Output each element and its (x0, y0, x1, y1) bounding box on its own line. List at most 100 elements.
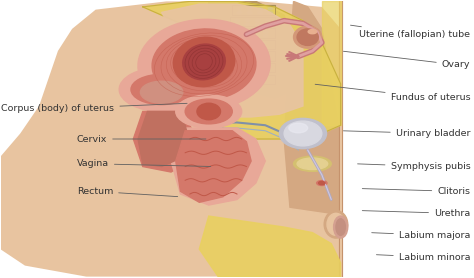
Ellipse shape (131, 74, 192, 105)
Ellipse shape (223, 77, 228, 79)
Polygon shape (143, 1, 341, 139)
Polygon shape (0, 1, 341, 277)
Text: Labium majora: Labium majora (372, 231, 470, 240)
Ellipse shape (173, 37, 235, 87)
Ellipse shape (225, 70, 230, 71)
Ellipse shape (253, 31, 258, 33)
Ellipse shape (248, 58, 253, 60)
Ellipse shape (327, 213, 345, 235)
Ellipse shape (255, 19, 260, 21)
Ellipse shape (293, 26, 322, 48)
Ellipse shape (235, 23, 239, 25)
Ellipse shape (259, 58, 264, 60)
Text: Rectum: Rectum (77, 187, 178, 197)
Ellipse shape (293, 156, 331, 171)
Ellipse shape (261, 46, 266, 48)
Ellipse shape (289, 123, 308, 133)
Bar (230, 17, 275, 26)
Ellipse shape (244, 77, 248, 79)
Polygon shape (162, 4, 303, 117)
Ellipse shape (119, 68, 204, 111)
Ellipse shape (268, 12, 273, 14)
Ellipse shape (256, 70, 261, 71)
Bar (218, 75, 275, 84)
Ellipse shape (235, 19, 239, 21)
Ellipse shape (297, 29, 318, 45)
Ellipse shape (182, 44, 225, 80)
Ellipse shape (336, 219, 346, 235)
Ellipse shape (254, 81, 259, 83)
Text: Ovary: Ovary (344, 51, 470, 69)
Polygon shape (199, 216, 341, 277)
Ellipse shape (266, 23, 271, 25)
Polygon shape (176, 131, 251, 202)
Ellipse shape (268, 8, 273, 10)
Ellipse shape (246, 66, 251, 68)
Ellipse shape (223, 81, 228, 83)
Ellipse shape (261, 43, 266, 44)
Ellipse shape (264, 31, 268, 33)
Ellipse shape (319, 181, 325, 185)
Text: Uterine (fallopian) tube: Uterine (fallopian) tube (350, 25, 470, 39)
Ellipse shape (233, 77, 238, 79)
Ellipse shape (246, 70, 251, 71)
Ellipse shape (243, 35, 247, 37)
Ellipse shape (251, 46, 255, 48)
Polygon shape (171, 128, 265, 205)
Ellipse shape (256, 66, 261, 68)
Ellipse shape (240, 46, 245, 48)
Polygon shape (138, 111, 190, 167)
Ellipse shape (247, 12, 252, 14)
Ellipse shape (317, 180, 327, 185)
Bar (228, 28, 275, 38)
Ellipse shape (245, 23, 250, 25)
Ellipse shape (237, 12, 242, 14)
Text: Corpus (body) of uterus: Corpus (body) of uterus (1, 103, 187, 113)
Ellipse shape (253, 35, 258, 37)
Bar (225, 40, 275, 49)
Ellipse shape (266, 19, 271, 21)
Bar (220, 63, 275, 72)
Polygon shape (199, 208, 341, 277)
Text: Cervix: Cervix (77, 135, 206, 143)
Text: Urinary bladder: Urinary bladder (344, 129, 470, 138)
Ellipse shape (197, 103, 220, 120)
Ellipse shape (236, 66, 240, 68)
Ellipse shape (251, 43, 255, 44)
Bar (220, 63, 275, 72)
Ellipse shape (237, 8, 242, 10)
Bar (225, 40, 275, 49)
Ellipse shape (176, 95, 242, 128)
Ellipse shape (230, 46, 235, 48)
Ellipse shape (240, 43, 245, 44)
Text: Labium minora: Labium minora (376, 253, 470, 262)
Bar (230, 17, 275, 26)
Ellipse shape (334, 216, 348, 238)
Ellipse shape (228, 58, 232, 60)
Text: Symphysis pubis: Symphysis pubis (357, 162, 470, 171)
Ellipse shape (152, 29, 256, 100)
Ellipse shape (308, 29, 317, 34)
Ellipse shape (245, 19, 250, 21)
Ellipse shape (254, 77, 259, 79)
Ellipse shape (258, 8, 263, 10)
Ellipse shape (225, 66, 230, 68)
Polygon shape (133, 111, 199, 172)
Ellipse shape (233, 81, 238, 83)
Ellipse shape (324, 210, 348, 238)
Ellipse shape (140, 81, 183, 103)
Text: Urethra: Urethra (362, 209, 470, 218)
Ellipse shape (284, 121, 322, 146)
Text: Fundus of uterus: Fundus of uterus (315, 84, 470, 102)
Bar (232, 5, 275, 15)
Ellipse shape (255, 23, 260, 25)
Ellipse shape (247, 8, 252, 10)
Ellipse shape (232, 35, 237, 37)
Polygon shape (284, 1, 341, 277)
Ellipse shape (258, 12, 263, 14)
Bar (223, 51, 275, 61)
Ellipse shape (243, 31, 247, 33)
Bar (232, 5, 275, 15)
Ellipse shape (264, 35, 268, 37)
Polygon shape (322, 1, 341, 125)
